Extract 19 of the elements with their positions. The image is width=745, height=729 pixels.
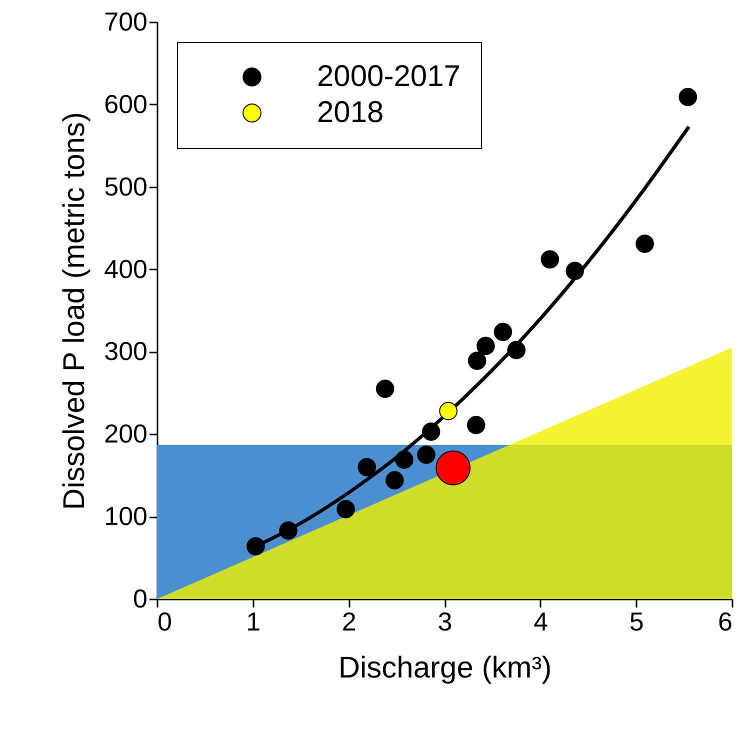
y-tick-label: 0 bbox=[133, 584, 148, 614]
y-tick-label: 300 bbox=[104, 336, 148, 366]
legend-label: 2000-2017 bbox=[317, 60, 460, 93]
x-tick-label: 4 bbox=[534, 606, 548, 636]
y-tick-label: 400 bbox=[104, 254, 148, 284]
x-tick-label: 5 bbox=[629, 606, 644, 636]
y-axis-title: Dissolved P load (metric tons) bbox=[58, 112, 92, 510]
legend-label: 2018 bbox=[317, 96, 384, 129]
y-tick-label: 600 bbox=[104, 88, 148, 119]
x-tick-label: 3 bbox=[438, 606, 452, 636]
x-tick-label: 0 bbox=[158, 606, 172, 636]
x-tick-label: 1 bbox=[246, 606, 261, 636]
x-axis-title: Discharge (km³) bbox=[338, 652, 552, 684]
x-tick-label: 2 bbox=[342, 606, 356, 636]
x-tick-label: 6 bbox=[718, 606, 732, 636]
y-tick-label: 700 bbox=[104, 6, 148, 36]
y-tick-label: 100 bbox=[104, 501, 148, 532]
y-tick-label: 500 bbox=[104, 171, 148, 202]
y-tick-label: 200 bbox=[104, 418, 148, 449]
